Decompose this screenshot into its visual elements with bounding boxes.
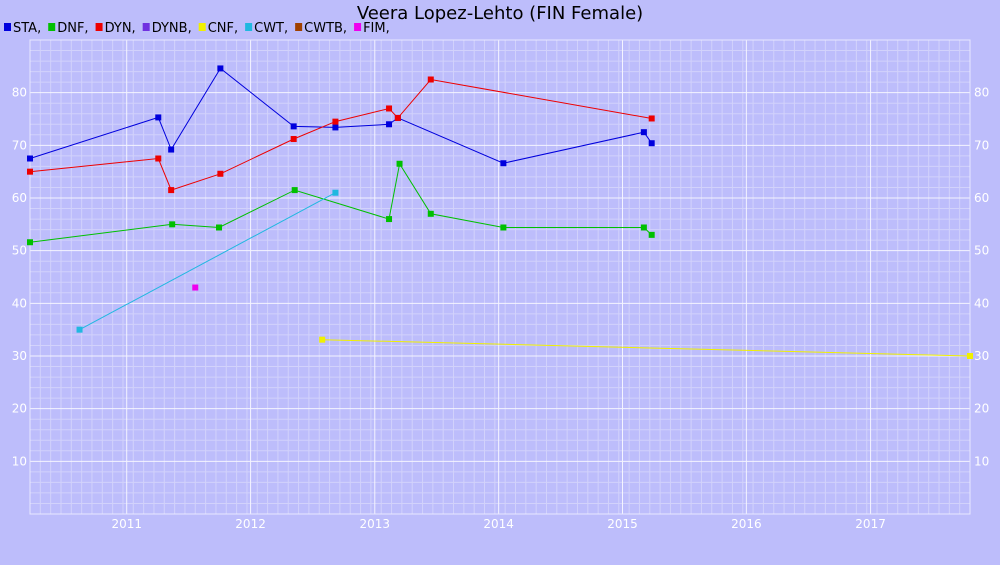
data-point-dnf <box>216 224 223 231</box>
legend-swatch-dnf <box>48 23 56 31</box>
y-tick-label: 80 <box>12 86 27 100</box>
x-tick-label: 2012 <box>235 517 266 531</box>
data-point-fim <box>192 284 199 291</box>
y-tick-label-right: 50 <box>974 244 989 258</box>
data-point-dyn <box>386 105 393 112</box>
series <box>27 65 973 359</box>
data-point-dyn <box>27 168 33 175</box>
y-tick-label: 10 <box>12 454 27 468</box>
y-tick-label: 50 <box>12 244 27 258</box>
series-cnf <box>319 336 973 359</box>
data-point-dyn <box>168 187 175 194</box>
data-point-sta <box>640 129 647 136</box>
data-point-dnf <box>500 224 507 231</box>
data-point-sta <box>217 65 224 72</box>
legend-swatch-dyn <box>95 23 103 31</box>
legend-swatch-dynb <box>142 23 150 31</box>
y-tick-label: 40 <box>12 296 27 310</box>
y-tick-label: 20 <box>12 402 27 416</box>
chart-title: Veera Lopez-Lehto (FIN Female) <box>357 3 643 24</box>
data-point-dnf <box>648 231 655 238</box>
data-point-dyn <box>332 118 339 125</box>
data-point-dnf <box>291 187 298 194</box>
data-point-dnf <box>640 224 647 231</box>
series-fim <box>192 284 199 291</box>
y-tick-label-right: 40 <box>974 296 989 310</box>
series-line-cwt <box>79 192 336 331</box>
series-line-dyn <box>29 78 652 191</box>
y-tick-label-right: 60 <box>974 191 989 205</box>
data-point-dnf <box>427 210 434 217</box>
legend-label-dnf: DNF, <box>57 21 88 36</box>
axes: 10 10 20 20 30 30 40 40 50 50 60 60 70 70 80 80 2011 2012… <box>12 39 989 531</box>
legend-swatch-fim <box>354 23 362 31</box>
series-dyn <box>27 76 655 194</box>
legend-label-sta: STA, <box>13 21 41 36</box>
series-cwt <box>76 189 339 333</box>
legend-label-fim: FIM, <box>363 21 390 36</box>
data-point-sta <box>290 123 297 130</box>
data-point-sta <box>648 140 655 147</box>
y-tick-label-right: 80 <box>974 86 989 100</box>
data-point-sta <box>500 160 507 167</box>
gridlines <box>29 40 970 514</box>
x-tick-label: 2013 <box>360 517 391 531</box>
legend-swatch-cwtb <box>295 23 303 31</box>
data-point-dnf <box>169 221 176 228</box>
x-tick-label: 2017 <box>855 517 886 531</box>
legend-swatch-cnf <box>198 23 206 31</box>
plot-frame <box>29 39 971 515</box>
data-point-dyn <box>394 114 401 121</box>
data-point-dnf <box>396 160 403 167</box>
y-tick-label: 60 <box>12 191 27 205</box>
data-point-sta <box>155 114 162 121</box>
data-point-sta <box>27 155 33 162</box>
data-point-dnf <box>386 216 393 223</box>
legend: STA, DNF, DYN, DYNB, CNF, CWT, CWTB, FIM, <box>4 21 390 36</box>
data-point-sta <box>332 124 339 131</box>
series-line-dnf <box>29 162 653 243</box>
data-point-dnf <box>27 239 33 246</box>
y-tick-label-right: 30 <box>974 349 989 363</box>
legend-label-dyn: DYN, <box>105 21 136 36</box>
y-tick-label-right: 70 <box>974 138 989 152</box>
y-tick-label-right: 20 <box>974 402 989 416</box>
x-tick-label: 2015 <box>607 517 638 531</box>
data-point-sta <box>386 121 393 128</box>
x-tick-label: 2014 <box>483 517 514 531</box>
data-point-dyn <box>290 136 297 143</box>
x-tick-label: 2016 <box>731 517 762 531</box>
x-tick-label: 2011 <box>111 517 142 531</box>
legend-swatch-cwt <box>245 23 253 31</box>
y-tick-label: 70 <box>12 138 27 152</box>
legend-label-dynb: DYNB, <box>152 21 192 36</box>
series-dnf <box>27 160 655 246</box>
y-tick-label-right: 10 <box>974 454 989 468</box>
data-point-cnf <box>319 336 326 343</box>
data-point-dyn <box>648 115 655 122</box>
legend-label-cwt: CWT, <box>254 21 288 36</box>
legend-label-cwtb: CWTB, <box>304 21 347 36</box>
data-point-dyn <box>427 76 434 83</box>
legend-swatch-sta <box>4 23 11 31</box>
data-point-cwt <box>332 189 339 196</box>
series-line-cnf <box>322 339 971 357</box>
data-point-dyn <box>155 155 162 162</box>
data-point-cwt <box>76 326 83 333</box>
legend-label-cnf: CNF, <box>208 21 238 36</box>
data-point-sta <box>168 146 175 153</box>
data-point-cnf <box>967 353 973 359</box>
data-point-dyn <box>217 170 224 177</box>
y-tick-label: 30 <box>12 349 27 363</box>
